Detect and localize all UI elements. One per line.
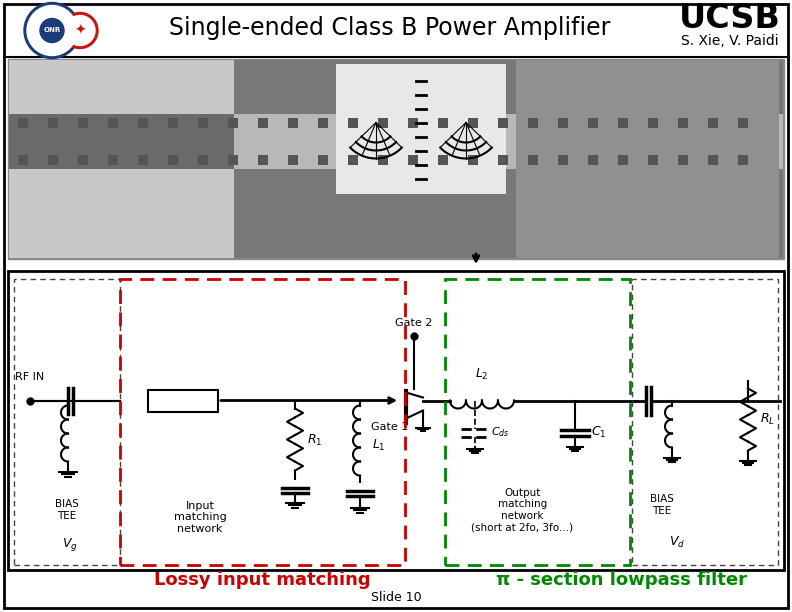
Text: $C_1$: $C_1$ [591,425,607,440]
FancyBboxPatch shape [138,155,148,165]
FancyBboxPatch shape [528,155,538,165]
FancyBboxPatch shape [198,155,208,165]
Text: $V_g$: $V_g$ [62,536,78,553]
FancyBboxPatch shape [228,118,238,128]
FancyBboxPatch shape [318,155,328,165]
FancyBboxPatch shape [78,118,88,128]
FancyBboxPatch shape [498,155,508,165]
FancyBboxPatch shape [678,118,688,128]
Text: S. Xie, V. Paidi: S. Xie, V. Paidi [681,34,779,48]
FancyBboxPatch shape [48,155,58,165]
Text: π - section lowpass filter: π - section lowpass filter [496,571,747,589]
Text: $R_1$: $R_1$ [307,433,322,448]
Circle shape [24,2,80,59]
FancyBboxPatch shape [9,114,234,169]
FancyBboxPatch shape [618,155,628,165]
Text: Input
matching
network: Input matching network [173,501,227,534]
Circle shape [62,12,98,48]
FancyBboxPatch shape [148,389,218,411]
Circle shape [40,18,64,42]
FancyBboxPatch shape [708,118,718,128]
FancyBboxPatch shape [108,118,118,128]
Text: RF IN: RF IN [15,373,44,382]
Text: Gate 1: Gate 1 [371,422,409,433]
FancyBboxPatch shape [738,118,748,128]
FancyBboxPatch shape [708,155,718,165]
FancyBboxPatch shape [258,118,268,128]
FancyBboxPatch shape [618,118,628,128]
Text: $C_{ds}$: $C_{ds}$ [491,425,509,439]
FancyBboxPatch shape [378,155,388,165]
Text: Lossy input matching: Lossy input matching [154,571,371,589]
Text: ✦: ✦ [74,23,86,37]
FancyBboxPatch shape [468,155,478,165]
FancyBboxPatch shape [648,118,658,128]
FancyBboxPatch shape [8,59,784,259]
FancyBboxPatch shape [288,118,298,128]
FancyBboxPatch shape [468,118,478,128]
Text: UCSB: UCSB [679,2,781,35]
Text: BIAS
TEE: BIAS TEE [55,499,79,521]
FancyBboxPatch shape [9,60,783,258]
Text: $V_d$: $V_d$ [669,535,685,550]
Text: $L_2$: $L_2$ [475,367,489,382]
Text: Single-ended Class B Power Amplifier: Single-ended Class B Power Amplifier [169,15,611,40]
Text: $L_1$: $L_1$ [372,438,386,453]
FancyBboxPatch shape [588,118,598,128]
FancyBboxPatch shape [648,155,658,165]
FancyBboxPatch shape [516,60,779,258]
FancyBboxPatch shape [18,118,28,128]
FancyBboxPatch shape [78,155,88,165]
FancyBboxPatch shape [348,118,358,128]
FancyBboxPatch shape [678,155,688,165]
FancyBboxPatch shape [288,155,298,165]
FancyBboxPatch shape [438,118,448,128]
FancyBboxPatch shape [168,155,178,165]
FancyBboxPatch shape [48,118,58,128]
FancyBboxPatch shape [4,4,788,608]
Text: BIAS
TEE: BIAS TEE [650,494,674,516]
FancyBboxPatch shape [168,118,178,128]
FancyBboxPatch shape [348,155,358,165]
Text: Gate 2: Gate 2 [395,318,432,327]
FancyBboxPatch shape [8,271,784,570]
FancyBboxPatch shape [738,155,748,165]
FancyBboxPatch shape [108,155,118,165]
FancyBboxPatch shape [318,118,328,128]
Text: ONR: ONR [44,26,61,32]
FancyBboxPatch shape [408,155,418,165]
FancyBboxPatch shape [438,155,448,165]
FancyBboxPatch shape [258,155,268,165]
FancyBboxPatch shape [9,60,234,258]
Text: Slide 10: Slide 10 [371,591,421,604]
FancyBboxPatch shape [528,118,538,128]
FancyBboxPatch shape [228,155,238,165]
Text: TLIN: TLIN [169,394,197,407]
Circle shape [65,15,95,45]
FancyBboxPatch shape [18,155,28,165]
FancyBboxPatch shape [198,118,208,128]
FancyBboxPatch shape [588,155,598,165]
FancyBboxPatch shape [138,118,148,128]
Text: $R_L$: $R_L$ [760,412,775,427]
FancyBboxPatch shape [558,155,568,165]
Text: Output
matching
network
(short at 2fo, 3fo...): Output matching network (short at 2fo, 3… [471,488,573,532]
FancyBboxPatch shape [9,114,783,169]
FancyBboxPatch shape [336,64,506,194]
FancyBboxPatch shape [408,118,418,128]
FancyBboxPatch shape [378,118,388,128]
Circle shape [27,6,77,56]
FancyBboxPatch shape [558,118,568,128]
FancyBboxPatch shape [498,118,508,128]
